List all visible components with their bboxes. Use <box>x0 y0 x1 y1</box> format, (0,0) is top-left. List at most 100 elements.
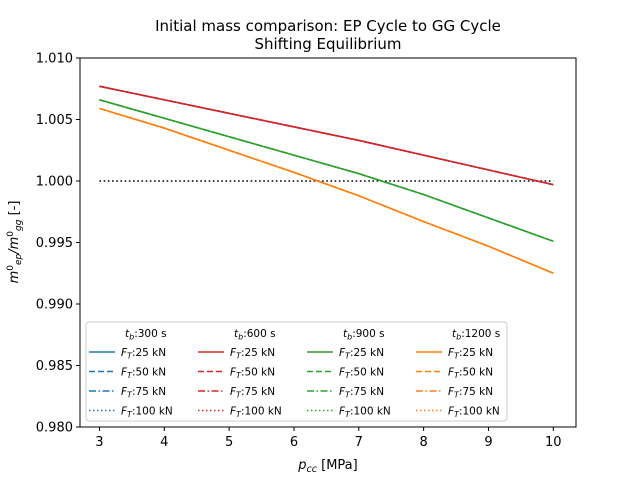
legend-header-sub: b <box>456 333 461 342</box>
x-tick-label: 3 <box>95 435 103 450</box>
legend-label-base: F <box>121 367 128 379</box>
legend-label-base: F <box>230 406 237 418</box>
legend-label-sub: T <box>345 410 351 419</box>
legend-label-sub: T <box>236 371 242 380</box>
legend-label-sub: T <box>127 410 133 419</box>
legend-label-value: :50 kN <box>459 367 493 379</box>
series-line-group2-dotted <box>99 85 554 186</box>
legend-label-value: :25 kN <box>132 347 166 359</box>
y-label-m1: m <box>7 271 22 284</box>
legend-header-sub: b <box>347 333 352 342</box>
legend-label-value: :75 kN <box>459 386 493 398</box>
legend-header: tb:900 s <box>343 328 385 342</box>
legend-header: tb:300 s <box>125 328 167 342</box>
legend-label-sub: T <box>454 410 460 419</box>
chart-title: Initial mass comparison: EP Cycle to GG … <box>155 17 501 35</box>
x-axis-label-unit: [MPa] <box>317 458 358 473</box>
legend-header-value: :1200 s <box>461 328 500 340</box>
x-axis-label: pcc [MPa] <box>297 458 357 475</box>
legend-label-sub: T <box>236 391 242 400</box>
series-line-group3-dashdot <box>99 99 554 242</box>
y-tick-label: 0.980 <box>36 421 73 436</box>
legend-label-value: :25 kN <box>350 347 384 359</box>
legend-label-base: F <box>230 367 237 379</box>
legend-entry-label: FT:25 kN <box>448 347 493 361</box>
legend-entry-label: FT:50 kN <box>230 367 275 381</box>
legend-entry-label: FT:50 kN <box>339 367 384 381</box>
y-label-unit: [-] <box>7 201 22 220</box>
y-label-sub2: gg <box>14 219 24 231</box>
legend-label-value: :100 kN <box>459 406 500 418</box>
legend-label-sub: T <box>454 391 460 400</box>
x-axis-label-sub: cc <box>307 464 318 475</box>
x-tick-label: 7 <box>355 435 363 450</box>
y-tick-label: 0.995 <box>36 236 73 251</box>
legend-entry-label: FT:25 kN <box>230 347 275 361</box>
legend-label-value: :50 kN <box>350 367 384 379</box>
legend-header-value: :600 s <box>243 328 275 340</box>
x-tick-label: 5 <box>225 435 233 450</box>
legend-header-sub: b <box>129 333 134 342</box>
legend-label-sub: T <box>345 391 351 400</box>
legend-label-sub: T <box>127 352 133 361</box>
legend-label-base: F <box>230 347 237 359</box>
y-label-sub1: ep <box>14 253 24 265</box>
legend-entry-label: FT:25 kN <box>339 347 384 361</box>
legend-label-value: :25 kN <box>459 347 493 359</box>
x-tick-label: 6 <box>290 435 298 450</box>
legend-header-sub: b <box>238 333 243 342</box>
legend-label-value: :100 kN <box>132 406 173 418</box>
legend-label-base: F <box>121 347 128 359</box>
legend-entry-label: FT:100 kN <box>448 406 500 420</box>
legend-label-value: :75 kN <box>132 386 166 398</box>
axis-ticks: 3 4 5 6 7 8 9 10 0.980 0.985 0.990 0.995 1.000 1.005 1… <box>36 52 562 451</box>
y-tick-label: 1.000 <box>36 175 73 190</box>
legend-entry-label: FT:50 kN <box>121 367 166 381</box>
y-tick-label: 0.990 <box>36 298 73 313</box>
legend-label-base: F <box>121 386 128 398</box>
legend-label-base: F <box>448 406 455 418</box>
x-tick-label: 9 <box>484 435 492 450</box>
legend-label-value: :75 kN <box>241 386 275 398</box>
y-tick-label: 1.010 <box>36 52 73 67</box>
legend-label-base: F <box>339 406 346 418</box>
legend-header-base: t <box>343 328 348 340</box>
legend-label-base: F <box>339 386 346 398</box>
legend-label-sub: T <box>236 410 242 419</box>
legend-label-sub: T <box>454 371 460 380</box>
legend-entry-label: FT:75 kN <box>339 386 384 400</box>
legend-entry-label: FT:50 kN <box>448 367 493 381</box>
legend-label-base: F <box>121 406 128 418</box>
legend-box <box>85 321 508 422</box>
legend-label-base: F <box>230 386 237 398</box>
legend-entry-label: FT:100 kN <box>339 406 391 420</box>
legend-entry-label: FT:75 kN <box>448 386 493 400</box>
y-tick-label: 0.985 <box>36 359 73 374</box>
x-axis-label-base: p <box>297 458 306 473</box>
y-tick-label: 1.005 <box>36 113 73 128</box>
legend-header: tb:600 s <box>234 328 276 342</box>
legend-label-value: :75 kN <box>350 386 384 398</box>
y-label-sup1: 0 <box>6 265 16 271</box>
legend-entry-label: FT:100 kN <box>121 406 173 420</box>
y-label-sup2: 0 <box>6 231 16 237</box>
legend-entry-label: FT:75 kN <box>230 386 275 400</box>
legend-label-base: F <box>339 347 346 359</box>
legend-label-base: F <box>448 386 455 398</box>
legend-header-base: t <box>125 328 130 340</box>
series-line-group4-dotted <box>99 107 554 274</box>
legend-label-value: :25 kN <box>241 347 275 359</box>
legend-label-sub: T <box>127 371 133 380</box>
x-tick-label: 4 <box>160 435 168 450</box>
legend-label-sub: T <box>236 352 242 361</box>
legend-label-sub: T <box>345 371 351 380</box>
y-axis-label: m0ep/m0gg [-] <box>6 201 24 284</box>
chart-subtitle: Shifting Equilibrium <box>254 35 401 53</box>
legend-label-value: :50 kN <box>132 367 166 379</box>
legend-header-base: t <box>452 328 457 340</box>
legend-label-sub: T <box>454 352 460 361</box>
y-label-slash: /m <box>7 237 22 255</box>
legend-label-sub: T <box>345 352 351 361</box>
legend-label-base: F <box>448 367 455 379</box>
